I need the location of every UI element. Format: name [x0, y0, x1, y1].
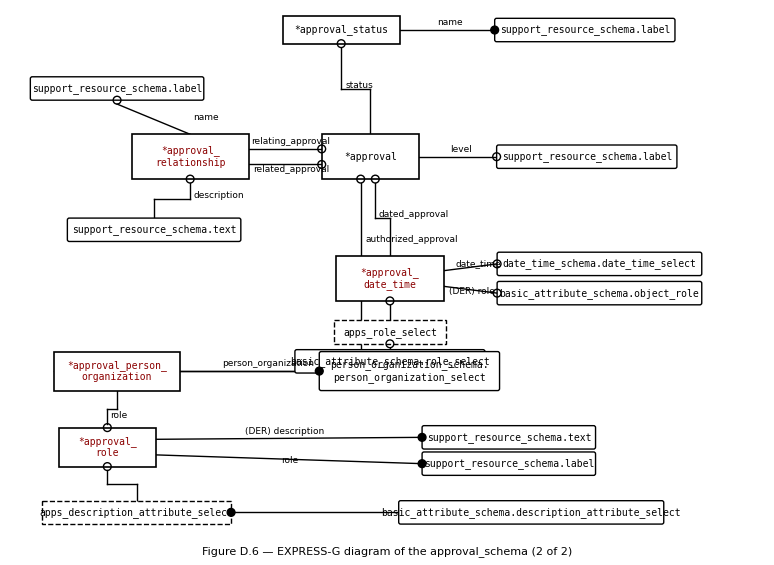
- Text: related_approval: related_approval: [253, 166, 329, 175]
- Text: relating_approval: relating_approval: [251, 137, 330, 146]
- FancyBboxPatch shape: [283, 16, 399, 44]
- FancyBboxPatch shape: [495, 18, 675, 42]
- Text: support_resource_schema.label: support_resource_schema.label: [500, 24, 670, 36]
- Text: *approval_person_
organization: *approval_person_ organization: [67, 360, 167, 383]
- Text: level: level: [450, 145, 472, 154]
- Text: role: role: [281, 456, 299, 465]
- FancyBboxPatch shape: [53, 351, 180, 390]
- FancyBboxPatch shape: [59, 428, 156, 467]
- FancyBboxPatch shape: [422, 452, 595, 475]
- FancyBboxPatch shape: [319, 351, 499, 390]
- FancyBboxPatch shape: [497, 252, 702, 276]
- Text: basic_attribute_schema.description_attribute_select: basic_attribute_schema.description_attri…: [382, 507, 681, 518]
- FancyBboxPatch shape: [337, 256, 444, 301]
- Text: apps_role_select: apps_role_select: [343, 327, 437, 337]
- FancyBboxPatch shape: [399, 501, 664, 524]
- Text: date_time_schema.date_time_select: date_time_schema.date_time_select: [502, 258, 697, 270]
- Circle shape: [228, 508, 235, 516]
- Text: date_time: date_time: [456, 259, 502, 268]
- Text: status: status: [345, 81, 373, 90]
- Circle shape: [315, 367, 324, 375]
- Text: *approval_status: *approval_status: [294, 24, 389, 36]
- Text: support_resource_schema.label: support_resource_schema.label: [423, 458, 594, 469]
- Text: (DER) description: (DER) description: [245, 427, 324, 436]
- Text: name: name: [193, 113, 219, 121]
- Text: support_resource_schema.text: support_resource_schema.text: [72, 224, 236, 235]
- Text: apps_description_attribute_select: apps_description_attribute_select: [39, 507, 234, 518]
- FancyBboxPatch shape: [42, 501, 231, 524]
- FancyBboxPatch shape: [67, 218, 241, 241]
- Text: description: description: [193, 190, 244, 199]
- Text: *approval_
role: *approval_ role: [78, 436, 137, 458]
- Text: basic_attribute_schema.role_select: basic_attribute_schema.role_select: [290, 356, 490, 367]
- FancyBboxPatch shape: [322, 134, 420, 179]
- FancyBboxPatch shape: [132, 134, 248, 179]
- Text: authorized_approval: authorized_approval: [365, 234, 458, 244]
- FancyBboxPatch shape: [295, 350, 485, 373]
- Text: name: name: [437, 18, 463, 27]
- Text: *approval_
date_time: *approval_ date_time: [361, 267, 420, 290]
- Text: *approval: *approval: [344, 151, 397, 162]
- Text: person_organization: person_organization: [223, 359, 314, 368]
- FancyBboxPatch shape: [497, 145, 677, 168]
- Text: support_resource_schema.label: support_resource_schema.label: [32, 83, 202, 94]
- FancyBboxPatch shape: [334, 320, 446, 344]
- FancyBboxPatch shape: [422, 425, 595, 449]
- Text: *approval_
relationship: *approval_ relationship: [155, 145, 225, 168]
- Text: support_resource_schema.label: support_resource_schema.label: [502, 151, 672, 162]
- FancyBboxPatch shape: [30, 77, 204, 100]
- Text: support_resource_schema.text: support_resource_schema.text: [426, 432, 591, 443]
- Text: role: role: [110, 411, 128, 420]
- Circle shape: [491, 26, 498, 34]
- Circle shape: [418, 433, 426, 441]
- FancyBboxPatch shape: [497, 281, 702, 305]
- Text: Figure D.6 — EXPRESS-G diagram of the approval_schema (2 of 2): Figure D.6 — EXPRESS-G diagram of the ap…: [202, 546, 572, 558]
- Text: dated_approval: dated_approval: [378, 210, 448, 219]
- Text: person_organization_schema.
person_organization_select: person_organization_schema. person_organ…: [330, 359, 488, 383]
- Circle shape: [418, 460, 426, 468]
- Text: (DER) role: (DER) role: [449, 287, 495, 296]
- Text: basic_attribute_schema.object_role: basic_attribute_schema.object_role: [499, 288, 700, 298]
